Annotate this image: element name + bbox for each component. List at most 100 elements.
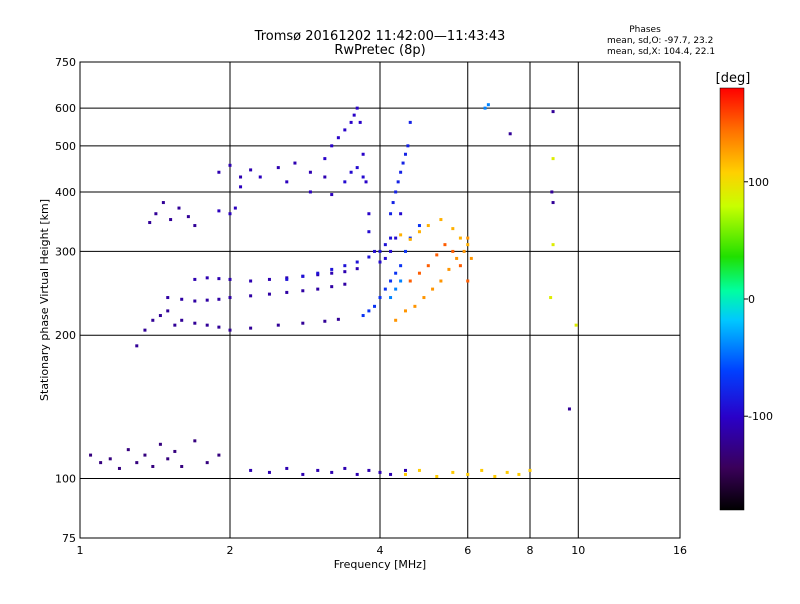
- data-point: [89, 453, 93, 457]
- data-point: [143, 328, 147, 332]
- data-point: [431, 287, 435, 291]
- data-point: [330, 285, 334, 289]
- colorbar-label: [deg]: [716, 71, 751, 86]
- data-point: [108, 457, 112, 461]
- data-point: [389, 279, 393, 283]
- data-point: [408, 237, 412, 241]
- data-point: [308, 190, 312, 194]
- data-point: [135, 344, 139, 348]
- data-point: [367, 309, 371, 313]
- data-point: [233, 206, 237, 210]
- data-point: [349, 170, 353, 174]
- data-point: [480, 468, 484, 472]
- data-point: [355, 106, 359, 110]
- data-point: [193, 224, 197, 228]
- y-tick-label: 600: [55, 102, 76, 115]
- data-point: [135, 461, 139, 465]
- data-point: [161, 201, 165, 205]
- y-ticks: 75 100 200 300 400 500 600 750: [55, 56, 76, 545]
- data-point: [217, 297, 221, 301]
- data-point: [383, 243, 387, 247]
- data-point: [551, 157, 555, 161]
- data-point: [173, 323, 177, 327]
- data-point: [285, 290, 289, 294]
- data-point: [330, 271, 334, 275]
- data-point: [323, 157, 327, 161]
- grid-lines: [80, 62, 680, 538]
- data-point: [394, 271, 398, 275]
- data-point: [301, 321, 305, 325]
- data-point: [406, 144, 410, 148]
- data-point: [285, 277, 289, 281]
- data-point: [551, 110, 555, 114]
- data-point: [205, 276, 209, 280]
- data-point: [417, 468, 421, 472]
- data-point: [158, 442, 162, 446]
- data-point: [367, 255, 371, 259]
- chart-subtitle: RwPretec (8p): [334, 43, 425, 58]
- stats-line-x: mean, sd,X: 104.4, 22.1: [607, 47, 715, 57]
- data-point: [399, 233, 403, 237]
- data-point: [403, 249, 407, 253]
- data-point: [383, 287, 387, 291]
- data-point: [99, 461, 103, 465]
- data-point: [316, 271, 320, 275]
- data-point: [466, 236, 470, 240]
- data-point: [148, 221, 152, 225]
- colorbar-tick-label: -100: [748, 410, 773, 423]
- data-point: [483, 106, 487, 110]
- data-point: [378, 249, 382, 253]
- data-point: [486, 103, 490, 107]
- data-point: [166, 309, 170, 313]
- chart-title: Tromsø 20161202 11:42:00—11:43:43: [254, 29, 506, 44]
- data-point: [180, 464, 184, 468]
- data-point: [383, 256, 387, 260]
- data-point: [551, 201, 555, 205]
- data-point: [378, 470, 382, 474]
- data-point: [469, 256, 473, 260]
- stats-heading: Phases: [629, 25, 661, 35]
- data-point: [193, 321, 197, 325]
- data-point: [493, 474, 497, 478]
- data-point: [352, 113, 356, 117]
- data-point: [276, 166, 280, 170]
- y-tick-label: 400: [55, 186, 76, 199]
- x-axis-label: Frequency [MHz]: [334, 558, 426, 571]
- data-point: [336, 317, 340, 321]
- plot-frame: [79, 61, 681, 539]
- x-tick-label: 6: [464, 544, 471, 557]
- data-point: [301, 274, 305, 278]
- data-point: [355, 166, 359, 170]
- data-point: [394, 190, 398, 194]
- data-point: [367, 468, 371, 472]
- data-point: [316, 273, 320, 277]
- data-point: [396, 180, 400, 184]
- colorbar-tick-label: 0: [748, 293, 755, 306]
- data-point: [154, 212, 158, 216]
- data-point: [316, 287, 320, 291]
- data-point: [426, 224, 430, 228]
- y-tick-label: 200: [55, 329, 76, 342]
- data-point: [361, 152, 365, 156]
- data-point: [330, 144, 334, 148]
- data-point: [166, 296, 170, 300]
- data-point: [205, 298, 209, 302]
- data-point: [173, 449, 177, 453]
- data-point: [343, 282, 347, 286]
- colorbar-ticks: 100 0 -100: [744, 176, 773, 423]
- data-point: [228, 277, 232, 281]
- data-point: [293, 161, 297, 165]
- data-point: [301, 472, 305, 476]
- data-point: [403, 152, 407, 156]
- data-point: [389, 249, 393, 253]
- y-tick-label: 75: [62, 532, 76, 545]
- x-ticks: 1 2 4 6 8 10 16: [77, 544, 688, 557]
- data-point: [439, 218, 443, 222]
- data-point: [239, 185, 243, 189]
- data-point: [343, 128, 347, 132]
- data-point: [574, 323, 578, 327]
- data-point: [217, 325, 221, 329]
- data-point: [391, 201, 395, 205]
- data-point: [451, 227, 455, 231]
